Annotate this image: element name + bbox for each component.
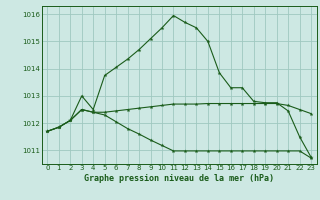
X-axis label: Graphe pression niveau de la mer (hPa): Graphe pression niveau de la mer (hPa): [84, 174, 274, 183]
